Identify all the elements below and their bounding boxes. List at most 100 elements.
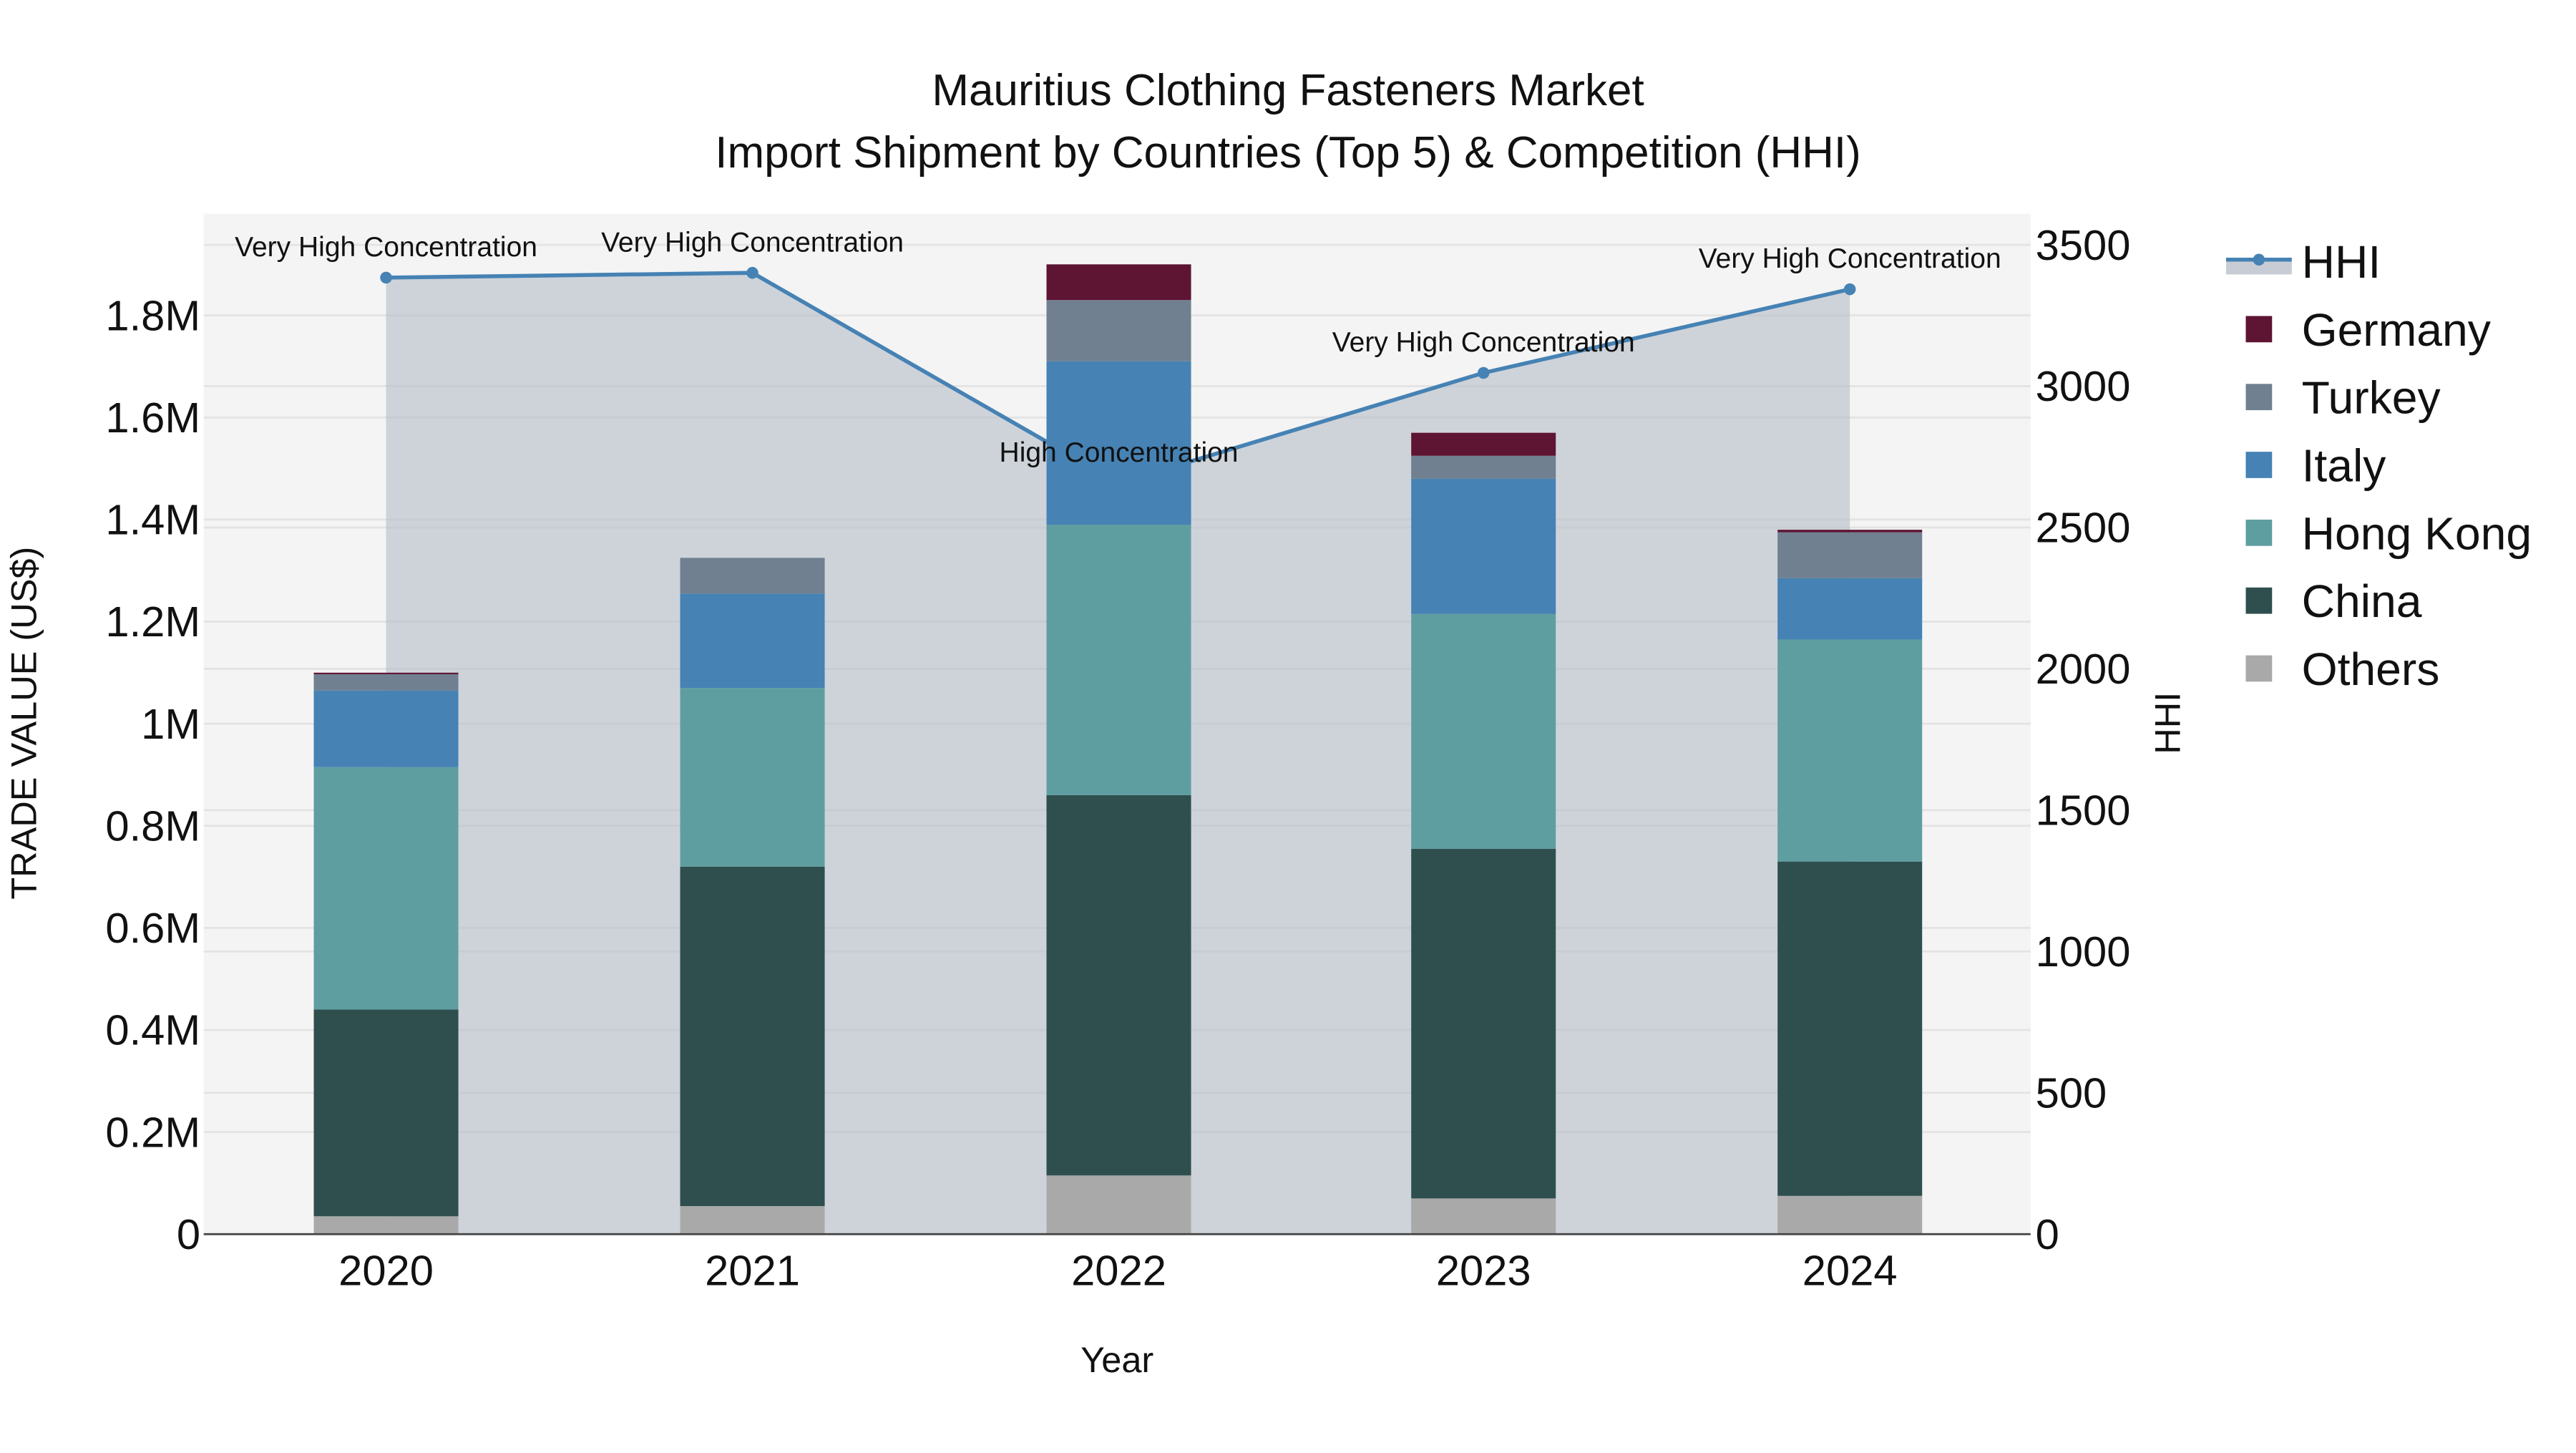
right-tick-label: 2500 <box>2036 504 2131 552</box>
bar-segment-hong-kong[interactable] <box>313 767 459 1010</box>
legend-area-icon <box>2225 261 2292 275</box>
bar-segment-others[interactable] <box>1411 1198 1556 1235</box>
legend-swatch-icon <box>2245 316 2273 343</box>
bar-segment-italy[interactable] <box>1411 478 1556 614</box>
bar-segment-others[interactable] <box>680 1206 825 1235</box>
bar-2020 <box>313 672 459 1235</box>
hhi-annotation: High Concentration <box>1000 437 1239 468</box>
hhi-point[interactable] <box>746 266 758 279</box>
left-tick-label: 1.4M <box>105 496 200 544</box>
bar-segment-others[interactable] <box>1046 1175 1191 1235</box>
bar-2021 <box>680 558 825 1235</box>
hhi-point[interactable] <box>1113 477 1125 490</box>
legend-item-china[interactable]: China <box>2245 575 2422 627</box>
legend-swatch-icon <box>2245 384 2273 411</box>
bar-segment-germany[interactable] <box>1411 432 1556 456</box>
left-tick-label: 1M <box>141 700 200 748</box>
legend-label: Hong Kong <box>2302 507 2532 559</box>
bar-segment-italy[interactable] <box>1777 578 1923 640</box>
left-tick-label: 1.2M <box>105 598 200 646</box>
legend-item-hong-kong[interactable]: Hong Kong <box>2245 507 2532 559</box>
legend-item-turkey[interactable]: Turkey <box>2245 372 2441 424</box>
bar-segment-italy[interactable] <box>313 690 459 767</box>
left-tick-label: 0.8M <box>105 802 200 850</box>
y-axis-left-title: TRADE VALUE (US$) <box>4 547 44 900</box>
bar-segment-hong-kong[interactable] <box>680 688 825 867</box>
bar-segment-hong-kong[interactable] <box>1411 613 1556 849</box>
legend-label: Turkey <box>2302 372 2441 424</box>
x-tick-label: 2024 <box>1802 1246 1898 1294</box>
legend-label: Italy <box>2302 439 2386 491</box>
hhi-annotation: Very High Concentration <box>1332 327 1635 358</box>
hhi-annotations: Very High Concentration Very High Concent… <box>235 227 2001 468</box>
bar-segment-china[interactable] <box>1411 848 1556 1199</box>
left-tick-label: 0.2M <box>105 1108 200 1156</box>
bar-2023 <box>1411 432 1556 1235</box>
bar-2022 <box>1046 264 1191 1235</box>
legend-swatch-icon <box>2245 655 2273 682</box>
left-tick-label: 1.6M <box>105 394 200 442</box>
bar-segment-hong-kong[interactable] <box>1046 525 1191 795</box>
legend-item-italy[interactable]: Italy <box>2245 439 2386 491</box>
bar-segment-turkey[interactable] <box>1411 455 1556 479</box>
bar-segment-others[interactable] <box>313 1216 459 1235</box>
hhi-point[interactable] <box>380 271 392 284</box>
bar-segment-germany[interactable] <box>1777 530 1923 533</box>
legend: HHI Germany Turkey Italy Hong Kong China Other… <box>2225 236 2532 695</box>
bar-segment-turkey[interactable] <box>680 558 825 594</box>
left-tick-label: 1.8M <box>105 291 200 339</box>
left-tick-label: 0.6M <box>105 904 200 952</box>
right-axis-ticks: 0 500 1000 1500 2000 2500 3000 3500 <box>2036 221 2131 1258</box>
bar-segment-others[interactable] <box>1777 1195 1923 1235</box>
x-axis-title: Year <box>1080 1339 1153 1380</box>
legend-marker-icon <box>2253 253 2265 266</box>
right-tick-label: 1000 <box>2036 928 2131 976</box>
legend-label: HHI <box>2302 236 2381 288</box>
bar-segment-germany[interactable] <box>313 672 459 674</box>
right-tick-label: 500 <box>2036 1069 2107 1117</box>
hhi-line <box>380 266 1856 490</box>
bar-segment-germany[interactable] <box>1046 264 1191 301</box>
bar-segment-italy[interactable] <box>1046 361 1191 525</box>
legend-label: China <box>2302 575 2422 627</box>
bar-segment-hong-kong[interactable] <box>1777 639 1923 862</box>
legend-item-others[interactable]: Others <box>2245 643 2440 695</box>
y-axis-right-title: HHI <box>2147 692 2188 754</box>
right-tick-label: 0 <box>2036 1210 2059 1258</box>
left-tick-label: 0.4M <box>105 1006 200 1054</box>
x-tick-label: 2023 <box>1436 1246 1531 1294</box>
x-axis-ticks: 2020 2021 2022 2023 2024 <box>338 1246 1897 1294</box>
stacked-bars <box>313 264 1923 1235</box>
hhi-annotation: Very High Concentration <box>235 232 537 263</box>
bar-segment-china[interactable] <box>1046 794 1191 1176</box>
legend-swatch-icon <box>2245 452 2273 478</box>
bar-segment-italy[interactable] <box>680 593 825 689</box>
bar-segment-china[interactable] <box>1777 861 1923 1196</box>
legend-swatch-icon <box>2245 587 2273 614</box>
left-tick-label: 0 <box>177 1210 200 1258</box>
bar-segment-turkey[interactable] <box>1046 300 1191 361</box>
right-tick-label: 1500 <box>2036 787 2131 835</box>
chart-title-line2: Import Shipment by Countries (Top 5) & C… <box>715 128 1860 178</box>
x-tick-label: 2021 <box>705 1246 800 1294</box>
bar-segment-china[interactable] <box>313 1009 459 1217</box>
hhi-annotation: Very High Concentration <box>1699 243 2001 274</box>
right-tick-label: 3000 <box>2036 362 2131 410</box>
bar-segment-china[interactable] <box>680 866 825 1207</box>
bar-segment-turkey[interactable] <box>313 674 459 691</box>
legend-item-hhi[interactable]: HHI <box>2225 236 2381 288</box>
legend-label: Germany <box>2302 304 2491 356</box>
right-tick-label: 3500 <box>2036 221 2131 269</box>
hhi-point[interactable] <box>1843 283 1856 296</box>
hhi-point[interactable] <box>1477 366 1490 379</box>
x-tick-label: 2020 <box>338 1246 434 1294</box>
legend-label: Others <box>2302 643 2440 695</box>
legend-swatch-icon <box>2245 519 2273 546</box>
bar-2024 <box>1777 530 1923 1235</box>
legend-item-germany[interactable]: Germany <box>2245 304 2491 356</box>
bar-segment-turkey[interactable] <box>1777 532 1923 578</box>
hhi-annotation: Very High Concentration <box>601 227 904 258</box>
x-tick-label: 2022 <box>1071 1246 1166 1294</box>
